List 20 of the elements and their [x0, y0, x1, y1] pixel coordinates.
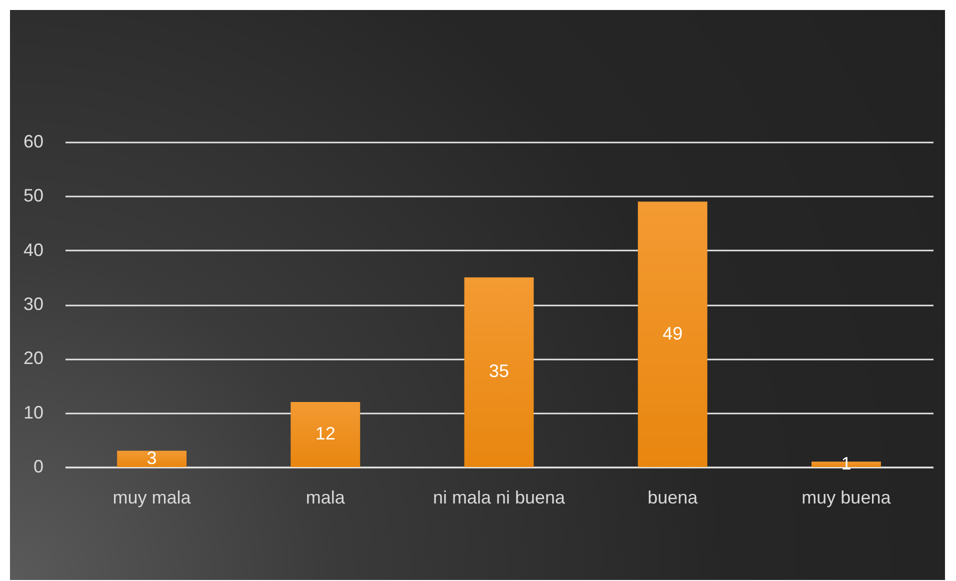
x-tick-label: muy buena: [802, 488, 892, 508]
y-tick-label: 10: [23, 402, 44, 422]
y-tick-label: 40: [23, 240, 44, 260]
data-label: 12: [315, 424, 336, 444]
bar: [117, 450, 187, 467]
y-tick-label: 0: [33, 456, 44, 476]
x-tick-label: mala: [306, 488, 346, 508]
data-label: 49: [662, 323, 683, 344]
y-tick-label: 30: [23, 294, 44, 314]
y-tick-label: 60: [23, 132, 44, 152]
bar: [290, 402, 360, 467]
y-tick-label: 50: [23, 186, 44, 206]
x-tick-label: muy mala: [112, 488, 192, 508]
data-label: 3: [146, 448, 157, 468]
x-tick-label: ni mala ni buena: [432, 488, 566, 508]
data-label: 35: [488, 361, 510, 382]
y-tick-label: 20: [23, 348, 44, 368]
bar: [464, 277, 534, 467]
bar: [638, 202, 708, 467]
x-tick-label: buena: [648, 488, 699, 508]
